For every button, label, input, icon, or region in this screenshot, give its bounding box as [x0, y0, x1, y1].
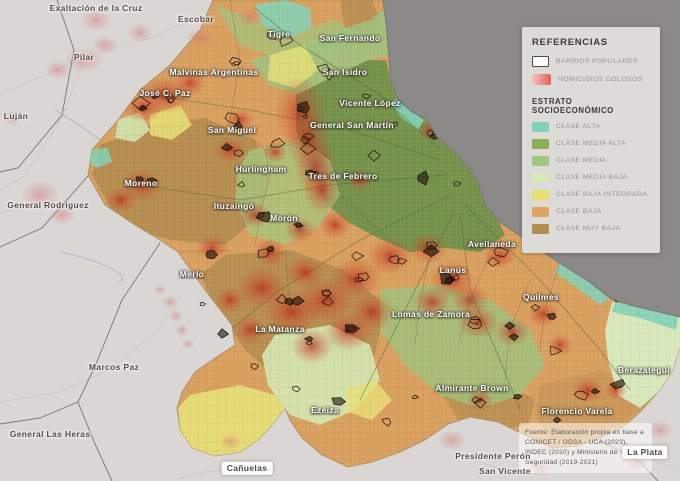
legend-class-item: CLASE MEDIA ALTA	[532, 139, 650, 149]
class-label: CLASE MEDIA	[556, 157, 607, 165]
legend-overlay-items: BARRIOS POPULARES HOMICIDIOS DOLOSOS	[532, 56, 650, 85]
class-swatch	[532, 207, 549, 217]
class-swatch	[532, 173, 549, 183]
class-label: CLASE MEDIA ALTA	[556, 140, 627, 148]
barrios-populares-swatch	[532, 56, 549, 67]
class-label: CLASE MEDIA BAJA	[556, 174, 628, 182]
legend-section-title: ESTRATO SOCIOECONÓMICO	[532, 97, 614, 115]
legend-class-item: CLASE MEDIA BAJA	[532, 173, 650, 183]
legend-item-homicidios-dolosos: HOMICIDIOS DOLOSOS	[532, 74, 650, 85]
homicide-heat-layer	[105, 70, 628, 412]
legend-class-item: CLASE ALTA	[532, 122, 650, 132]
legend-item-label: HOMICIDIOS DOLOSOS	[558, 75, 643, 83]
source-note: Fuente: Elaboración propia en base a CON…	[519, 423, 652, 474]
legend-class-item: CLASE MEDIA	[532, 156, 650, 166]
legend-class-item: CLASE BAJA INTEGRADA	[532, 190, 650, 200]
homicide-heat-rural	[2, 8, 673, 476]
legend-panel: REFERENCIAS BARRIOS POPULARES HOMICIDIOS …	[522, 27, 660, 253]
class-swatch	[532, 190, 549, 200]
district-borders	[0, 0, 659, 481]
barrios-populares-layer	[131, 30, 626, 427]
class-label: CLASE BAJA	[556, 208, 602, 216]
legend-title: REFERENCIAS	[532, 37, 608, 48]
class-swatch	[532, 122, 549, 132]
legend-item-barrios-populares: BARRIOS POPULARES	[532, 56, 650, 67]
class-swatch	[532, 156, 549, 166]
class-label: CLASE MUY BAJA	[556, 225, 621, 233]
legend-class-item: CLASE BAJA	[532, 207, 650, 217]
legend-item-label: BARRIOS POPULARES	[556, 57, 638, 65]
class-swatch	[532, 224, 549, 234]
class-label: CLASE BAJA INTEGRADA	[556, 191, 648, 199]
legend-class-item: CLASE MUY BAJA	[532, 224, 650, 234]
coastline	[382, 0, 680, 318]
homicidios-dolosos-swatch	[532, 74, 551, 85]
class-label: CLASE ALTA	[556, 123, 601, 131]
legend-class-items: CLASE ALTA CLASE MEDIA ALTA CLASE MEDIA CLA…	[532, 122, 650, 234]
class-swatch	[532, 139, 549, 149]
